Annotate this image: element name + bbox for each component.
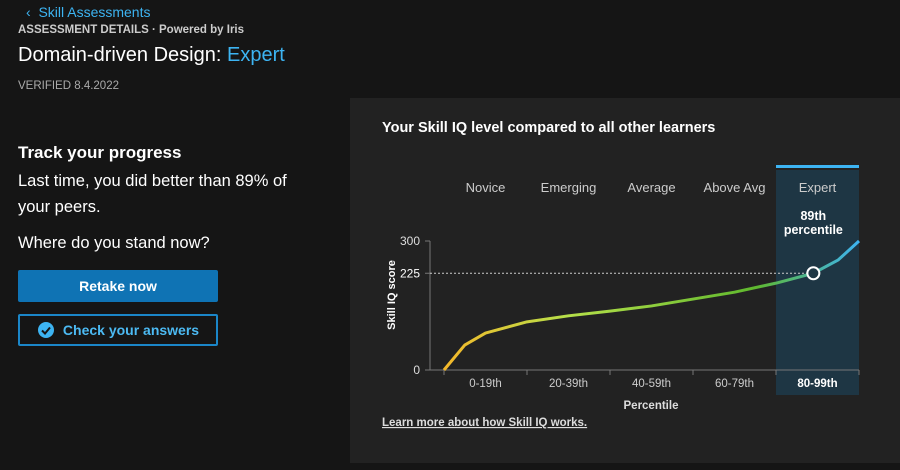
x-tick-label: 20-39th xyxy=(549,378,588,390)
marker-label: percentile xyxy=(784,223,843,237)
check-text: Check your answers xyxy=(62,322,200,338)
highlight-column xyxy=(776,170,859,395)
progress-heading: Track your progress xyxy=(18,143,182,162)
back-arrow: ‹ xyxy=(26,4,39,20)
x-axis-label: Percentile xyxy=(624,400,679,412)
last-time: Last time, you did better than 89% of yo… xyxy=(18,172,287,216)
check-button[interactable]: Check your answers xyxy=(18,314,218,346)
level-label: Emerging xyxy=(541,180,597,195)
marker-y-label: 225 xyxy=(400,266,420,280)
question: Where do you stand now? xyxy=(18,234,210,252)
breadcrumb: ASSESSMENT DETAILS · Powered by Iris xyxy=(18,24,245,36)
powered-by: Powered by Iris xyxy=(159,24,245,36)
back-link[interactable]: ‹ Skill Assessments xyxy=(26,4,151,20)
verified: VERIFIED 8.4.2022 xyxy=(18,80,119,92)
section: ASSESSMENT DETAILS xyxy=(18,24,149,36)
level-label: Expert xyxy=(799,180,837,195)
title: Domain-driven Design: xyxy=(18,44,222,66)
page-title: Domain-driven Design: Expert xyxy=(18,44,285,67)
x-tick-label: 0-19th xyxy=(469,378,502,390)
highlight-bar xyxy=(776,165,859,168)
level: Expert xyxy=(226,44,285,66)
level-label: Novice xyxy=(466,180,506,195)
marker-label: 89th xyxy=(800,209,826,223)
x-tick-label: 80-99th xyxy=(797,378,837,390)
level-label: Average xyxy=(627,180,675,195)
back-link-text: Skill Assessments xyxy=(38,4,151,20)
y-tick-label: 0 xyxy=(413,363,420,377)
level-label: Above Avg xyxy=(704,180,766,195)
chart: Your Skill IQ level compared to all othe… xyxy=(350,98,900,463)
check-icon xyxy=(37,322,54,338)
learn-more-link[interactable]: Learn more about how Skill IQ works. xyxy=(382,417,587,429)
x-tick-label: 60-79th xyxy=(715,378,754,390)
y-axis-label: Skill IQ score xyxy=(386,260,398,330)
chart-title: Your Skill IQ level compared to all othe… xyxy=(382,120,715,136)
y-tick-label: 300 xyxy=(400,234,420,248)
marker-point xyxy=(806,266,821,281)
x-tick-label: 40-59th xyxy=(632,378,671,390)
retake-button[interactable]: Retake now xyxy=(18,270,218,302)
